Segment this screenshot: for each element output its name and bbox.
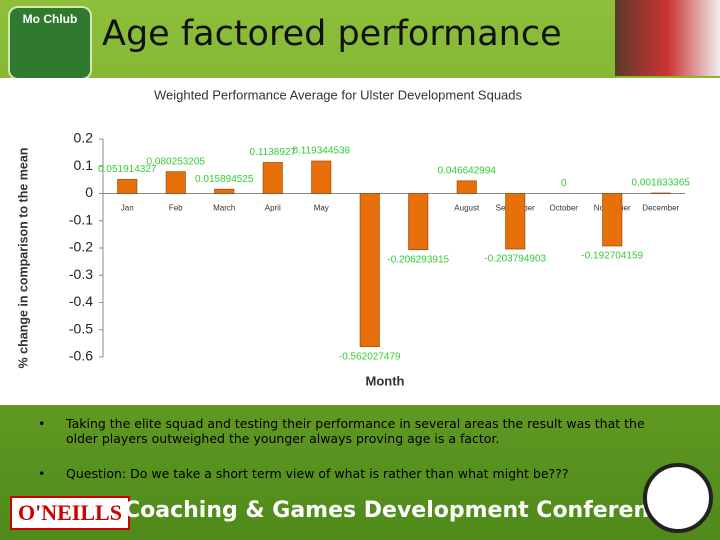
y-tick-label: -0.4 <box>69 293 93 309</box>
data-label: -0.192704159 <box>581 251 643 262</box>
x-tick-label: August <box>454 204 480 213</box>
bullet-text: Taking the elite squad and testing their… <box>66 416 645 446</box>
crest <box>643 463 713 533</box>
data-label: -0.203794903 <box>484 254 546 265</box>
y-tick-label: 0.1 <box>74 157 94 173</box>
bar <box>117 179 138 194</box>
x-tick-label: May <box>314 204 329 213</box>
y-tick-label: 0.2 <box>74 130 94 146</box>
y-tick-label: 0 <box>85 184 93 200</box>
x-tick-label: Feb <box>169 204 183 213</box>
data-label: 0.001833365 <box>632 178 691 189</box>
sponsor-logo: O'NEILLS <box>10 496 130 530</box>
bar <box>165 171 186 194</box>
bar <box>214 188 235 194</box>
chart: Weighted Performance Average for Ulster … <box>0 78 720 405</box>
bar <box>311 160 332 194</box>
data-label: -0.206293915 <box>387 254 449 265</box>
bar <box>262 162 283 194</box>
bar <box>456 180 477 194</box>
logo: Mo Chlub <box>8 6 92 80</box>
data-label: 0.051914327 <box>98 164 157 175</box>
data-label: 0.1138927 <box>249 147 296 158</box>
data-label: 0.080253205 <box>147 156 206 167</box>
x-tick-label: December <box>642 204 679 213</box>
y-tick-label: -0.6 <box>69 348 93 364</box>
y-tick-label: -0.2 <box>69 239 93 255</box>
bar <box>408 193 429 251</box>
logo-text: Mo Chlub <box>22 12 78 26</box>
bar <box>505 193 526 250</box>
data-label: 0.046642994 <box>438 165 497 176</box>
slide-title: Age factored performance <box>102 14 562 54</box>
data-label: 0 <box>561 178 567 189</box>
data-label: 0.015894525 <box>195 174 254 185</box>
footer: Coaching & Games Development Conference <box>124 498 678 523</box>
y-axis-label: % change in comparison to the mean <box>16 148 30 369</box>
photo <box>615 0 720 76</box>
y-tick-label: -0.3 <box>69 266 93 282</box>
x-tick-label: Jan <box>121 204 134 213</box>
data-label: 0.119344538 <box>292 146 350 157</box>
x-tick-label: October <box>550 204 579 213</box>
x-axis-label: Month <box>366 373 405 388</box>
x-tick-label: March <box>213 204 235 213</box>
bullet-text: Question: Do we take a short term view o… <box>66 466 569 481</box>
y-tick-label: -0.1 <box>69 211 93 227</box>
x-tick-label: April <box>265 204 281 213</box>
bar <box>359 193 380 347</box>
y-tick-label: -0.5 <box>69 320 93 336</box>
data-label: -0.562027479 <box>339 351 401 362</box>
chart-title: Weighted Performance Average for Ulster … <box>154 87 523 102</box>
bar <box>602 193 623 247</box>
